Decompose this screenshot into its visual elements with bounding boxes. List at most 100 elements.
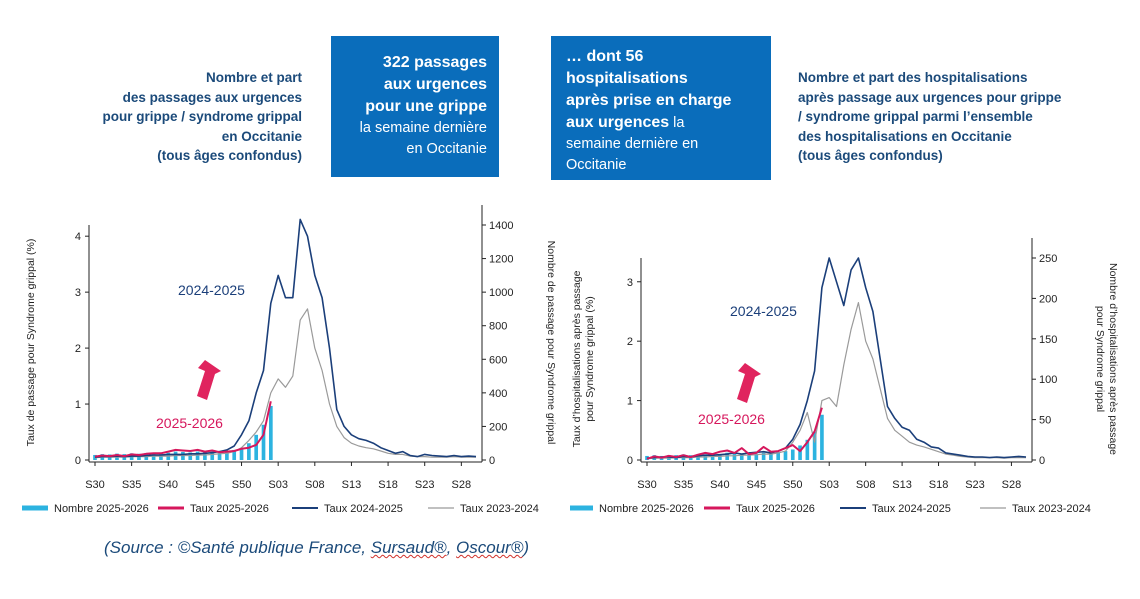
box-strong-line: pour une grippe [365,98,487,115]
x-tick-label: S45 [195,479,215,491]
x-tick-label: S28 [1002,479,1022,491]
source-sep: , [446,538,457,557]
bar-nombre-2025-2026 [254,434,259,460]
headline-line: pour grippe / syndrome grippal [102,109,302,124]
headline-line: des hospitalisations en Occitanie [798,128,1012,144]
x-tick-label: S35 [122,479,142,491]
bar-nombre-2025-2026 [761,452,766,460]
headline-line: Nombre et part des hospitalisations [798,70,1028,85]
left-chart-headline: Nombre et part des passages aux urgences… [60,68,302,166]
series-taux-2024-2025 [94,218,477,458]
y-tick-label-right: 1000 [489,287,513,299]
label-2025-2026: 2025-2026 [698,411,765,427]
legend-nombre-2025-2026-label: Nombre 2025-2026 [599,503,694,515]
bar-nombre-2025-2026 [195,451,200,460]
x-tick-label: S08 [305,479,325,491]
series-taux-2023-2024 [646,301,1026,460]
headline-line: des passages aux urgences [122,89,302,105]
bar-nombre-2025-2026 [776,451,781,460]
x-tick-label: S08 [856,479,876,491]
legend-taux-2023-2024-label: Taux 2023-2024 [1012,503,1091,515]
legend-taux-2025-2026-label: Taux 2025-2026 [190,503,269,515]
y-tick-label-right: 1200 [489,254,513,266]
x-tick-label: S28 [452,479,472,491]
x-tick-label: S18 [378,479,398,491]
right-chart-headline: Nombre et part des hospitalisations aprè… [798,68,1098,166]
bar-nombre-2025-2026 [783,451,788,460]
legend-taux-2025-2026-label: Taux 2025-2026 [736,503,815,515]
box-norm-line: Occitanie [566,157,627,173]
y-tick-label-left: 1 [627,396,633,408]
y-tick-label-left: 0 [627,455,633,467]
bar-nombre-2025-2026 [812,431,817,460]
y-tick-label-left: 3 [75,287,81,299]
headline-line: (tous âges confondus) [798,148,943,163]
bar-nombre-2025-2026 [261,424,266,460]
headline-line: après passage aux urgences pour grippe [798,89,1062,105]
box-strong-line: 322 passages [382,54,487,71]
bar-nombre-2025-2026 [217,451,222,460]
y-tick-label-right: 150 [1039,334,1057,346]
x-tick-label: S40 [710,479,730,491]
bar-nombre-2025-2026 [225,450,229,460]
box-strong-line: … dont 56 [566,48,644,65]
bar-nombre-2025-2026 [239,448,244,460]
series-taux-2025-2026 [94,401,272,458]
y-tick-label-left: 4 [75,231,81,243]
y-axis-title-right: pour Syndrome grippal [1094,306,1106,412]
y-tick-label-left: 1 [75,399,81,411]
y-tick-label-right: 200 [489,421,507,433]
y-tick-label-right: 600 [489,354,507,366]
x-tick-label: S13 [892,479,912,491]
x-tick-label: S18 [929,479,949,491]
y-tick-label-right: 50 [1039,415,1051,427]
bar-nombre-2025-2026 [718,454,722,460]
y-tick-label-left: 0 [75,455,81,467]
y-tick-label-right: 250 [1039,253,1057,265]
y-tick-label-right: 0 [1039,455,1045,467]
y-tick-label-right: 1400 [489,220,513,232]
legend-nombre-2025-2026-label: Nombre 2025-2026 [54,503,149,515]
bar-nombre-2025-2026 [732,453,737,460]
x-tick-label: S50 [232,479,252,491]
x-tick-label: S03 [819,479,839,491]
bar-nombre-2025-2026 [210,451,215,460]
bar-nombre-2025-2026 [754,453,759,460]
series-taux-2023-2024 [94,308,476,459]
bar-nombre-2025-2026 [247,443,251,460]
bar-nombre-2025-2026 [805,439,810,460]
box-strong-line: hospitalisations [566,70,688,87]
source-sursaud: Sursaud® [370,538,447,557]
trend-up-arrow-icon [737,363,761,403]
y-axis-title-right: Nombre d’hospitalisations après passage [1107,263,1119,455]
y-axis-title-left: Taux d’hospitalisations après passage [571,270,583,447]
y-tick-label-right: 400 [489,388,507,400]
source-oscour: Oscour® [456,538,524,557]
source-suffix: ) [523,538,530,557]
chart-passages-urgences: 0 1 2 3 4 0 200 400 600 800 1000 1200 1400 S30 S35 S40 S… [22,205,557,515]
y-tick-label-left: 2 [627,336,633,348]
bar-nombre-2025-2026 [747,452,751,460]
key-figure-passages-box: 322 passages aux urgences pour une gripp… [331,36,499,177]
box-strong-line: après prise en charge [566,92,732,109]
headline-line: / syndrome grippal parmi l’ensemble [798,109,1033,124]
y-axis-title-left: pour Syndrome grippal (%) [584,296,596,421]
bar-nombre-2025-2026 [232,449,237,460]
bar-nombre-2025-2026 [203,451,207,460]
box-mixed-line: aux urgences la [566,112,731,134]
x-tick-label: S35 [674,479,694,491]
box-strong-line: aux urgences [383,76,487,93]
box-norm-line: semaine dernière en [566,136,699,152]
y-axis-title-right: Nombre de passage pour Syndrome grippal [545,241,557,445]
label-2024-2025: 2024-2025 [178,282,245,298]
key-figure-hospitalisations-box: … dont 56 hospitalisations après prise e… [551,36,771,180]
x-tick-label: S13 [342,479,362,491]
bar-nombre-2025-2026 [790,449,795,460]
chart-hospitalisations: 0 1 2 3 0 50 100 150 200 250 S30 S35 S40 S45 S50 S03 S08… [570,238,1119,515]
box-norm-inline: la [669,115,685,131]
x-tick-label: S30 [85,479,105,491]
headline-line: Nombre et part [205,70,302,85]
trend-up-arrow-icon [197,360,221,400]
x-tick-label: S45 [747,479,767,491]
bar-nombre-2025-2026 [769,452,773,460]
